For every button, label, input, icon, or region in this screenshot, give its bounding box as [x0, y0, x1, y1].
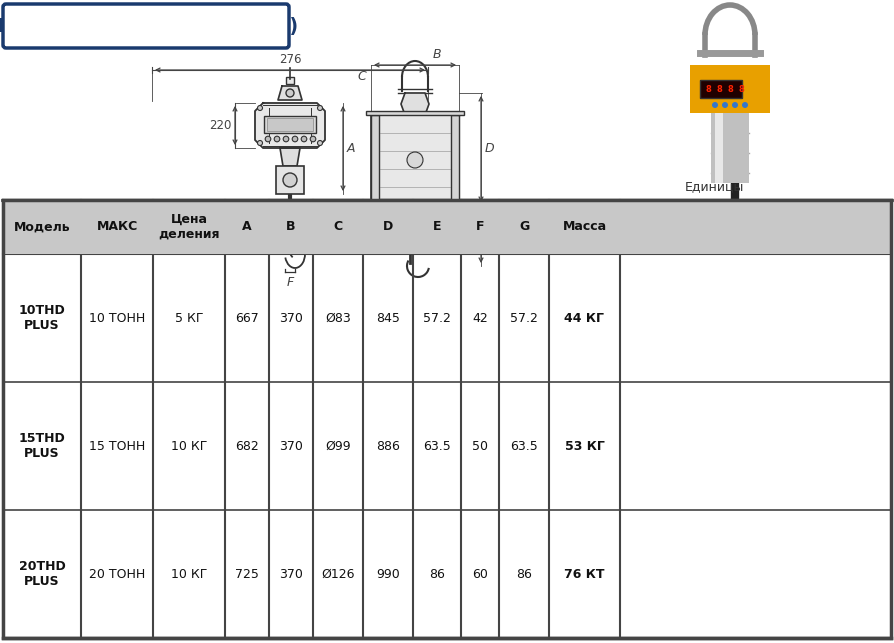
Text: Модель: Модель	[13, 221, 71, 233]
Text: Ø99: Ø99	[325, 440, 350, 453]
Text: A: A	[242, 221, 252, 233]
Text: C: C	[333, 221, 342, 233]
Circle shape	[301, 136, 307, 142]
Text: E: E	[433, 221, 442, 233]
Circle shape	[274, 136, 280, 142]
Bar	[711, 113, 749, 183]
Text: G: G	[485, 231, 494, 244]
Bar	[3, 200, 891, 638]
Text: D: D	[383, 221, 393, 233]
Text: 20THD
PLUS: 20THD PLUS	[19, 560, 65, 588]
Text: 5 КГ: 5 КГ	[174, 311, 203, 325]
Text: 44 КГ: 44 КГ	[564, 311, 604, 325]
Bar	[366, 111, 464, 115]
Bar	[715, 113, 723, 183]
Text: C: C	[358, 69, 366, 82]
Circle shape	[286, 89, 294, 97]
Text: 86: 86	[429, 568, 445, 581]
Text: 8: 8	[705, 84, 711, 93]
Text: 276: 276	[279, 53, 301, 66]
Text: 57.2: 57.2	[423, 311, 451, 325]
Text: 10 КГ: 10 КГ	[171, 568, 207, 581]
Bar	[690, 65, 770, 113]
Bar	[3, 200, 891, 254]
Bar	[366, 205, 464, 209]
Circle shape	[266, 136, 271, 142]
Circle shape	[722, 102, 728, 108]
Circle shape	[310, 136, 316, 142]
Text: D: D	[485, 143, 494, 156]
Polygon shape	[278, 86, 302, 100]
Bar	[286, 77, 294, 84]
Text: 76 КТ: 76 КТ	[564, 568, 604, 581]
Bar	[267, 118, 313, 131]
Bar	[700, 80, 742, 98]
Text: 220: 220	[209, 119, 232, 132]
Text: G: G	[519, 221, 529, 233]
Text: F: F	[476, 221, 485, 233]
Bar	[276, 166, 304, 194]
Circle shape	[292, 136, 298, 142]
Text: Масса: Масса	[562, 221, 606, 233]
Polygon shape	[451, 115, 459, 205]
Text: 370: 370	[279, 568, 303, 581]
Text: 50: 50	[472, 440, 488, 453]
Text: 10THD
PLUS: 10THD PLUS	[19, 304, 65, 332]
Text: 8: 8	[727, 84, 733, 93]
Circle shape	[407, 152, 423, 168]
Circle shape	[742, 102, 748, 108]
Text: 667: 667	[235, 311, 259, 325]
Circle shape	[732, 102, 738, 108]
Text: Ø126: Ø126	[321, 568, 355, 581]
Text: Ø83: Ø83	[325, 311, 350, 325]
Circle shape	[712, 102, 718, 108]
Text: 725: 725	[235, 568, 259, 581]
Text: Цена
деления: Цена деления	[158, 213, 220, 241]
Polygon shape	[284, 219, 296, 229]
Text: B: B	[433, 48, 442, 61]
Text: 60: 60	[472, 568, 488, 581]
Text: 10 КГ: 10 КГ	[171, 440, 207, 453]
Bar	[371, 115, 459, 205]
Polygon shape	[405, 205, 425, 233]
Text: 10~20THD PLUS(СТАНДАРТ): 10~20THD PLUS(СТАНДАРТ)	[0, 17, 298, 35]
Text: Единицы
измерения : мм: Единицы измерения : мм	[685, 180, 788, 210]
Circle shape	[317, 105, 323, 111]
Circle shape	[257, 141, 263, 145]
Text: 86: 86	[516, 568, 532, 581]
Text: 57.2: 57.2	[510, 311, 538, 325]
Text: 682: 682	[235, 440, 259, 453]
Text: 20 ТОНН: 20 ТОНН	[89, 568, 145, 581]
Text: 370: 370	[279, 311, 303, 325]
Circle shape	[283, 173, 297, 187]
Text: F: F	[286, 276, 293, 289]
Text: B: B	[286, 221, 296, 233]
Text: 886: 886	[376, 440, 400, 453]
Text: 53 КГ: 53 КГ	[565, 440, 604, 453]
Text: 15THD
PLUS: 15THD PLUS	[19, 432, 65, 460]
Text: 63.5: 63.5	[510, 440, 538, 453]
Text: E: E	[358, 221, 366, 235]
Circle shape	[257, 105, 263, 111]
Polygon shape	[255, 103, 325, 148]
Text: 15 ТОНН: 15 ТОНН	[89, 440, 145, 453]
Bar	[264, 116, 316, 133]
Circle shape	[283, 136, 289, 142]
Text: 845: 845	[376, 311, 400, 325]
Text: A: A	[347, 142, 356, 155]
FancyBboxPatch shape	[3, 4, 289, 48]
Polygon shape	[401, 93, 429, 115]
Circle shape	[317, 141, 323, 145]
Text: 42: 42	[472, 311, 488, 325]
Text: 8: 8	[738, 84, 744, 93]
Text: 63.5: 63.5	[423, 440, 451, 453]
Polygon shape	[371, 115, 379, 205]
Text: 8: 8	[716, 84, 721, 93]
Text: 990: 990	[376, 568, 400, 581]
Polygon shape	[280, 148, 300, 166]
Text: 370: 370	[279, 440, 303, 453]
Text: 10 ТОНН: 10 ТОНН	[89, 311, 145, 325]
Text: МАКС: МАКС	[97, 221, 138, 233]
